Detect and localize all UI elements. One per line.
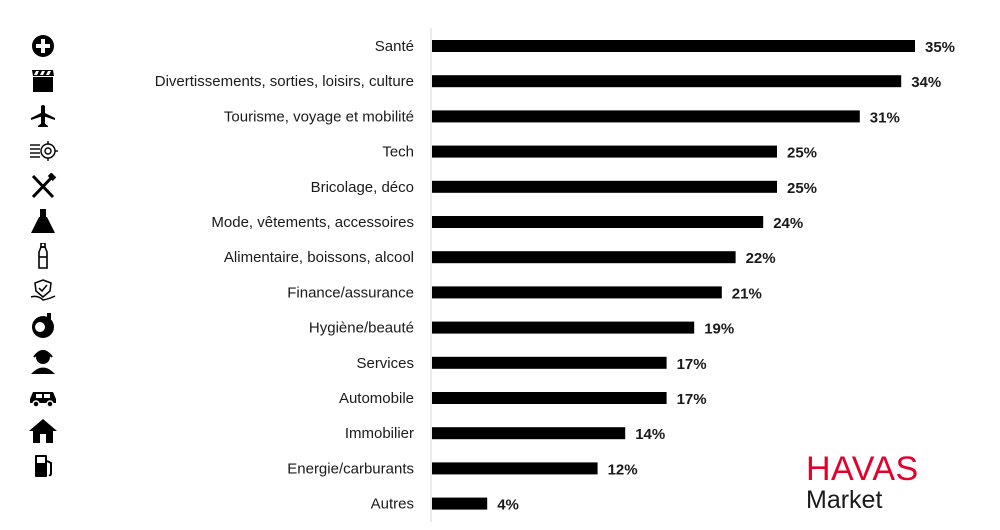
tools-icon bbox=[26, 172, 60, 199]
value-label: 14% bbox=[635, 426, 665, 443]
bar bbox=[432, 462, 598, 475]
category-label: Hygiène/beauté bbox=[309, 320, 414, 337]
bar bbox=[432, 180, 777, 193]
value-label: 34% bbox=[911, 74, 941, 91]
value-label: 4% bbox=[497, 497, 519, 514]
value-label: 19% bbox=[704, 321, 734, 338]
category-label: Automobile bbox=[339, 390, 414, 407]
airplane-icon bbox=[26, 103, 60, 129]
category-label: Finance/assurance bbox=[287, 284, 414, 301]
beauty-face-icon bbox=[26, 313, 60, 339]
value-label: 31% bbox=[870, 109, 900, 126]
bar bbox=[432, 356, 667, 369]
category-label: Tourisme, voyage et mobilité bbox=[224, 108, 414, 125]
value-label: 21% bbox=[732, 285, 762, 302]
bar bbox=[432, 145, 777, 158]
category-label: Tech bbox=[382, 144, 414, 161]
bar bbox=[432, 251, 736, 264]
value-label: 35% bbox=[925, 39, 955, 56]
category-label: Mode, vêtements, accessoires bbox=[211, 214, 414, 231]
category-label: Energie/carburants bbox=[287, 460, 414, 477]
category-label: Alimentaire, boissons, alcool bbox=[224, 249, 414, 266]
bar bbox=[432, 110, 860, 123]
house-icon bbox=[26, 418, 60, 444]
value-label: 17% bbox=[677, 356, 707, 373]
category-label: Santé bbox=[375, 38, 414, 55]
value-label: 22% bbox=[746, 250, 776, 267]
value-label: 25% bbox=[787, 145, 817, 162]
bar bbox=[432, 75, 902, 88]
person-headset-icon bbox=[26, 348, 60, 374]
bar bbox=[432, 216, 764, 228]
category-label: Services bbox=[356, 355, 414, 372]
dress-icon bbox=[26, 208, 60, 234]
chip-gear-icon bbox=[26, 138, 60, 164]
value-label: 12% bbox=[608, 461, 638, 478]
havas-market-logo: HAVAS Market bbox=[806, 452, 919, 514]
bar bbox=[432, 392, 667, 404]
medical-cross-icon bbox=[26, 33, 60, 59]
fuel-pump-icon bbox=[26, 453, 60, 479]
category-label: Immobilier bbox=[345, 425, 414, 442]
category-label: Divertissements, sorties, loisirs, cultu… bbox=[155, 73, 414, 90]
category-label: Bricolage, déco bbox=[311, 179, 414, 196]
category-label: Autres bbox=[371, 496, 414, 513]
bar bbox=[432, 321, 695, 334]
logo-brand: HAVAS bbox=[806, 450, 919, 488]
bottle-icon bbox=[26, 242, 60, 269]
car-icon bbox=[26, 383, 60, 409]
bar bbox=[432, 497, 488, 510]
shield-hand-icon bbox=[26, 278, 60, 304]
value-label: 24% bbox=[773, 215, 803, 232]
bar bbox=[432, 286, 722, 299]
value-label: 25% bbox=[787, 180, 817, 197]
clapperboard-icon bbox=[26, 68, 60, 94]
bar bbox=[432, 427, 626, 440]
bar bbox=[432, 40, 915, 52]
value-label: 17% bbox=[677, 391, 707, 408]
logo-sub: Market bbox=[806, 486, 883, 514]
